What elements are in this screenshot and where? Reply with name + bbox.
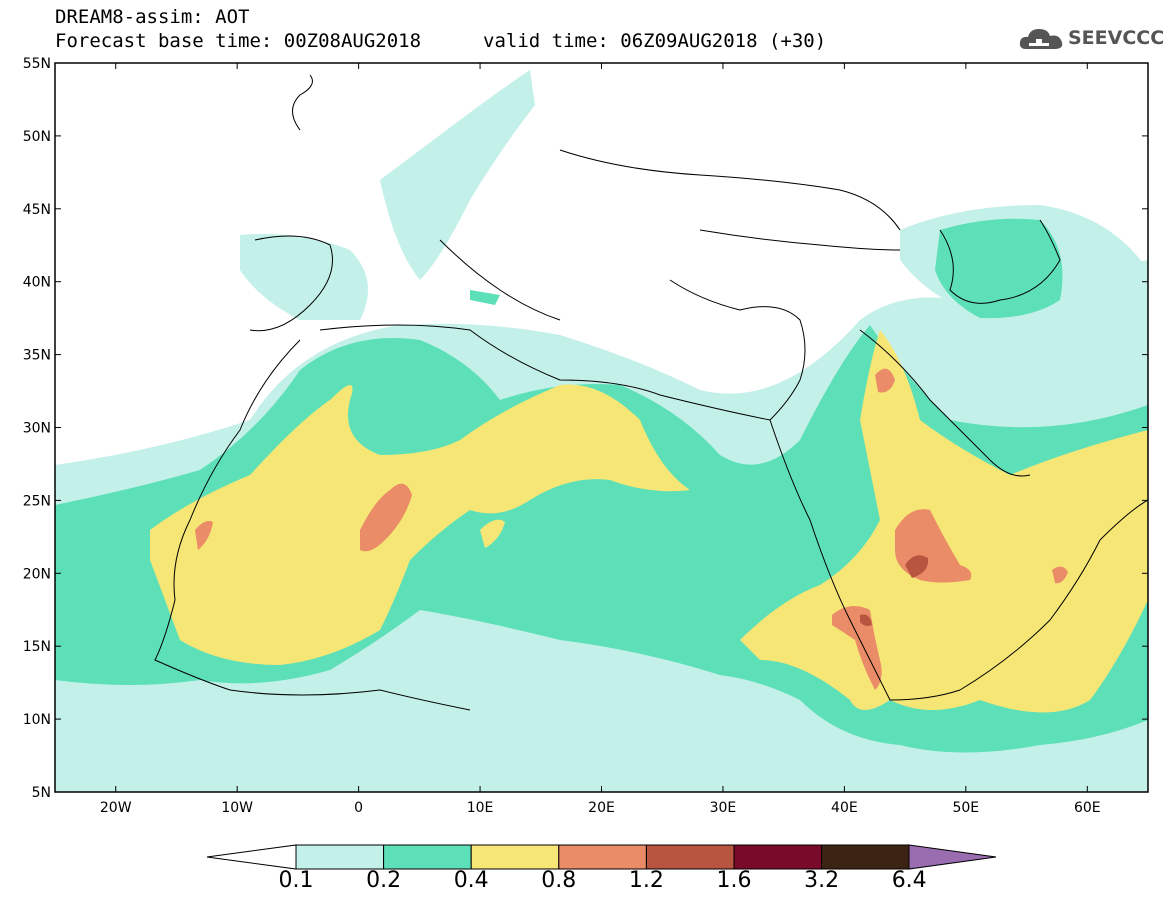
logo-text: SEEVCCC	[1068, 27, 1165, 49]
lon-label: 50E	[952, 800, 979, 816]
lon-label: 60E	[1074, 800, 1101, 816]
valid-time: valid time: 06Z09AUG2018 (+30)	[483, 30, 827, 52]
colorbar-swatch	[733, 844, 823, 870]
colorbar-label: 0.2	[366, 868, 402, 893]
coastlines	[154, 74, 1148, 711]
lon-label: 0	[354, 800, 363, 816]
lon-label: 30E	[710, 800, 737, 816]
colorbar-label: 6.4	[891, 868, 927, 893]
lon-label: 20W	[100, 800, 132, 816]
colorbar-swatch	[295, 844, 385, 870]
time-info: Forecast base time: 00Z08AUG2018 valid ti…	[55, 30, 826, 52]
lat-label: 40N	[23, 275, 51, 291]
colorbar-label: 0.1	[278, 868, 314, 893]
colorbar-swatch	[470, 844, 560, 870]
colorbar-swatch	[821, 844, 910, 870]
colorbar-swatch	[558, 844, 647, 870]
lat-label: 30N	[23, 421, 51, 437]
colorbar	[206, 844, 997, 870]
colorbar-over-triangle	[908, 844, 997, 870]
colorbar-label: 1.2	[628, 868, 664, 893]
lat-label: 55N	[23, 56, 51, 72]
lon-label: 40E	[831, 800, 858, 816]
colorbar-label: 0.4	[453, 868, 489, 893]
aot-shading	[55, 70, 1148, 792]
lat-label: 45N	[23, 202, 51, 218]
lat-label: 15N	[23, 639, 51, 655]
colorbar-label: 1.6	[716, 868, 752, 893]
seevccc-logo: SEEVCCC	[1018, 25, 1164, 53]
lat-label: 20N	[23, 566, 51, 582]
colorbar-label: 0.8	[541, 868, 577, 893]
lon-label: 10W	[221, 800, 253, 816]
colorbar-swatch	[645, 844, 735, 870]
base-time: Forecast base time: 00Z08AUG2018	[55, 30, 422, 52]
lat-label: 5N	[32, 785, 51, 801]
lat-label: 25N	[23, 493, 51, 509]
lon-label: 20E	[588, 800, 615, 816]
map-title: DREAM8-assim: AOT	[55, 6, 250, 28]
lat-label: 50N	[23, 129, 51, 145]
lat-label: 35N	[23, 348, 51, 364]
lon-label: 10E	[467, 800, 494, 816]
cloud-icon	[1019, 29, 1063, 49]
colorbar-swatch	[383, 844, 472, 870]
colorbar-label: 3.2	[804, 868, 840, 893]
colorbar-under-triangle	[206, 844, 297, 870]
lat-label: 10N	[23, 712, 51, 728]
